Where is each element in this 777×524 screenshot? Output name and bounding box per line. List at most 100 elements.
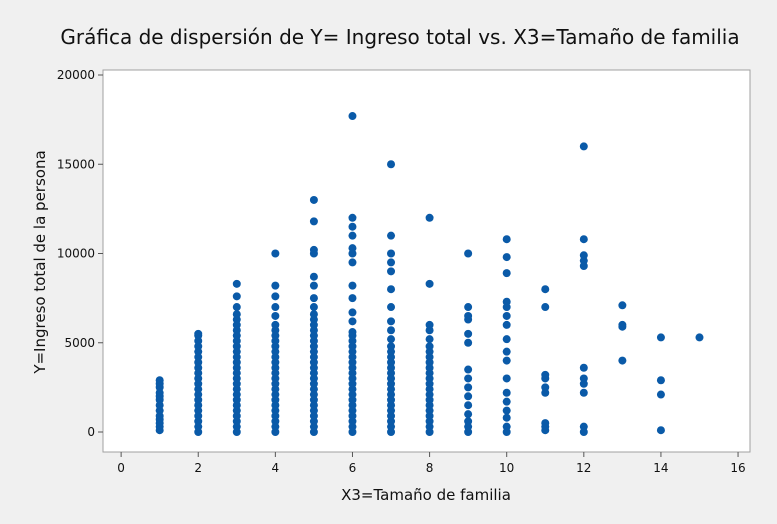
point (387, 303, 396, 312)
point (425, 335, 434, 344)
point (194, 329, 203, 338)
point (271, 281, 280, 290)
x-axis-label: X3=Tamaño de familia (341, 486, 511, 504)
y-tick-label: 0 (87, 425, 95, 439)
point (309, 272, 318, 281)
point (464, 401, 473, 410)
point (387, 317, 396, 326)
point (464, 303, 473, 312)
point (387, 249, 396, 258)
point (502, 397, 511, 406)
point (271, 249, 280, 258)
point (541, 419, 550, 428)
point (464, 311, 473, 320)
point (387, 231, 396, 240)
point (464, 329, 473, 338)
point (271, 292, 280, 301)
point (309, 245, 318, 254)
point (232, 303, 241, 312)
point (656, 333, 665, 342)
point (579, 142, 588, 151)
x-tick-label: 0 (117, 461, 125, 475)
point (541, 303, 550, 312)
point (387, 267, 396, 276)
point (232, 279, 241, 288)
point (387, 326, 396, 335)
point (309, 217, 318, 226)
point (309, 310, 318, 319)
point (309, 294, 318, 303)
point (464, 374, 473, 383)
point (387, 285, 396, 294)
point (579, 235, 588, 244)
point (348, 244, 357, 253)
point (502, 406, 511, 415)
point (155, 376, 164, 385)
point (579, 251, 588, 260)
point (309, 281, 318, 290)
point (348, 231, 357, 240)
point (502, 374, 511, 383)
point (502, 413, 511, 422)
point (656, 426, 665, 435)
point (464, 365, 473, 374)
point (348, 112, 357, 121)
point (618, 301, 627, 310)
point (425, 320, 434, 329)
point (425, 213, 434, 222)
point (656, 390, 665, 399)
point (502, 253, 511, 262)
point (541, 370, 550, 379)
point (425, 279, 434, 288)
point (348, 222, 357, 231)
point (502, 297, 511, 306)
point (387, 258, 396, 267)
point (579, 388, 588, 397)
point (464, 383, 473, 392)
x-tick-label: 10 (499, 461, 514, 475)
point (348, 317, 357, 326)
point (502, 356, 511, 365)
point (579, 422, 588, 431)
y-tick-label: 15000 (57, 157, 95, 171)
point (271, 311, 280, 320)
point (579, 363, 588, 372)
y-tick-label: 5000 (64, 336, 95, 350)
point (502, 235, 511, 244)
point (348, 213, 357, 222)
x-tick-label: 12 (576, 461, 591, 475)
point (464, 392, 473, 401)
chart-title: Gráfica de dispersión de Y= Ingreso tota… (60, 25, 739, 49)
point (387, 335, 396, 344)
point (618, 320, 627, 329)
x-tick-label: 14 (653, 461, 668, 475)
point (309, 303, 318, 312)
point (348, 281, 357, 290)
y-tick-label: 10000 (57, 247, 95, 261)
point (232, 292, 241, 301)
point (425, 342, 434, 351)
point (348, 258, 357, 267)
point (502, 422, 511, 431)
x-tick-label: 2 (194, 461, 202, 475)
point (387, 342, 396, 351)
point (348, 294, 357, 303)
point (618, 356, 627, 365)
point (695, 333, 704, 342)
point (502, 320, 511, 329)
y-tick-label: 20000 (57, 68, 95, 82)
point (502, 269, 511, 278)
x-tick-label: 16 (730, 461, 745, 475)
point (232, 310, 241, 319)
point (271, 303, 280, 312)
point (348, 328, 357, 337)
point (579, 374, 588, 383)
point (502, 347, 511, 356)
point (271, 320, 280, 329)
point (387, 160, 396, 169)
point (464, 249, 473, 258)
point (464, 410, 473, 419)
point (541, 383, 550, 392)
point (656, 376, 665, 385)
